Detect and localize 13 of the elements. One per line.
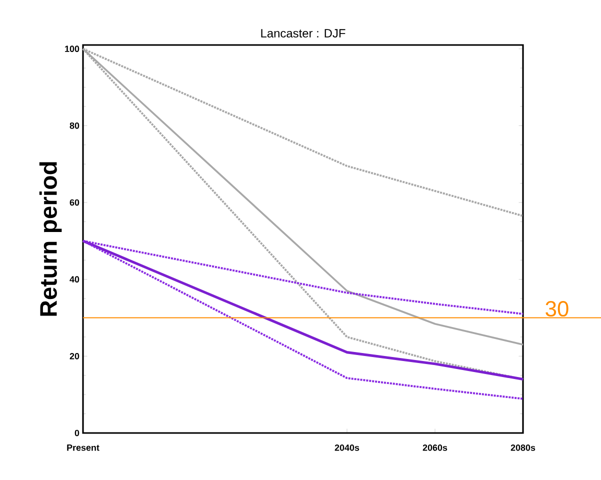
y-axis-title: Return period: [39, 162, 62, 316]
y-tick-label: 40: [70, 276, 80, 283]
ref-line-label: 30: [546, 301, 568, 317]
y-tick-label: 60: [70, 199, 80, 206]
y-tick-label: 100: [65, 46, 80, 52]
x-tick-label: 2040s: [334, 444, 360, 451]
y-tick-label: 80: [70, 122, 80, 129]
x-tick-label: 2080s: [510, 444, 536, 451]
y-tick-label: 20: [70, 352, 80, 360]
y-tick-label: 0: [74, 430, 80, 436]
chart-title: Lancaster : DJF: [261, 29, 346, 38]
x-tick-label: 2060s: [422, 444, 448, 451]
x-tick-label: Present: [67, 444, 100, 451]
